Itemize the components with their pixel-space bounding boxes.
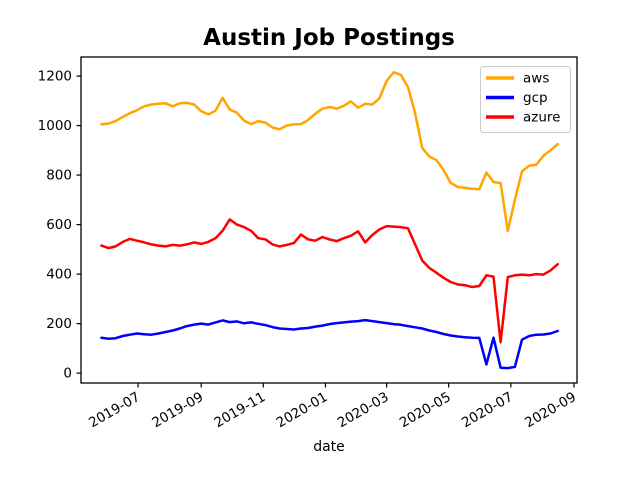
y-tick-label: 400 [46,267,72,283]
x-tick-label: 2019-11 [211,389,268,431]
series-group [100,71,559,370]
x-axis-label: date [313,439,345,455]
y-tick-label: 200 [46,316,72,332]
x-axis: 2019-07 2019-09 2019-11 2020-01 2020-03 2020-… [86,383,579,431]
legend-item-aws: aws [486,71,549,87]
x-tick-label: 2019-07 [86,389,143,431]
x-tick-label: 2020-07 [459,389,516,431]
azure-legend-label: azure [523,110,560,126]
legend-item-gcp: gcp [486,90,548,106]
x-tick-label: 2019-09 [149,389,206,431]
x-tick-label: 2020-05 [397,389,454,431]
y-axis: 0 200 400 600 800 1000 1200 [38,69,81,382]
chart-title: Austin Job Postings [203,25,455,51]
aws-line [100,71,559,233]
x-tick-label: 2020-03 [335,389,392,431]
gcp-line [100,318,559,370]
y-tick-label: 600 [46,217,72,233]
aws-legend-label: aws [523,71,549,87]
legend: aws gcp azure [480,66,571,133]
x-tick-label: 2020-01 [274,389,331,431]
y-tick-label: 1000 [38,118,72,134]
legend-item-azure: azure [486,110,560,126]
y-tick-label: 800 [46,168,72,184]
gcp-legend-label: gcp [523,90,548,106]
y-tick-label: 1200 [38,69,72,85]
x-tick-label: 2020-09 [522,389,579,431]
azure-line [100,218,559,344]
plot-border [80,56,578,384]
y-tick-label: 0 [63,366,72,382]
